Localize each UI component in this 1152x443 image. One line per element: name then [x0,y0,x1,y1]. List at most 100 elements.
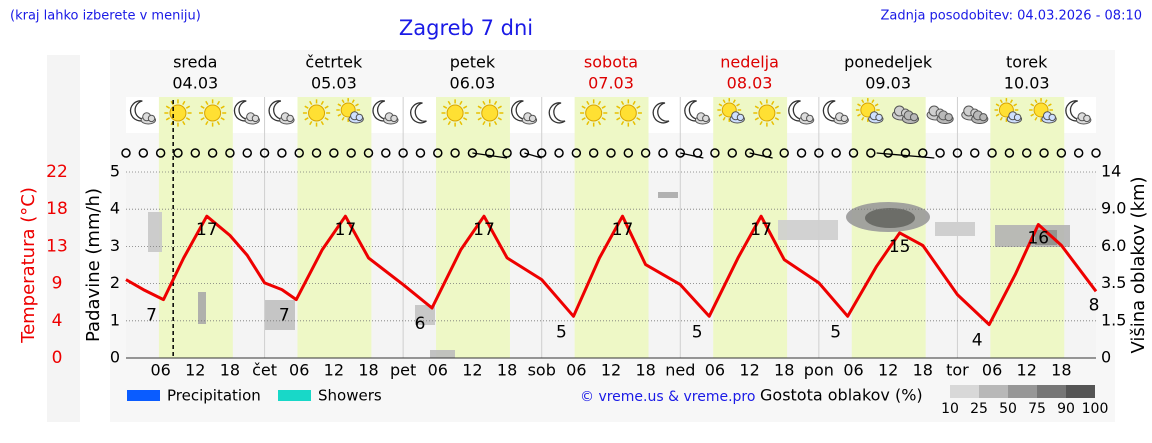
weather-icon [129,100,157,125]
wind-calm [1073,148,1084,158]
wind-calm [121,148,131,158]
x-tick-label: 12 [324,361,344,380]
sun-ray [1013,103,1018,107]
sun-ray [1034,99,1038,104]
day-name: sobota [584,53,638,72]
title: Zagreb 7 dni [399,16,533,40]
sun-ray [216,100,221,106]
x-tick-label: 18 [220,361,240,380]
x-tick-label: tor [946,361,969,380]
sun-ray [185,117,191,121]
cloud [286,114,294,123]
sun-ray [341,99,345,104]
wind-calm [173,148,183,158]
cloud [979,113,988,122]
day-name: petek [450,53,496,72]
sun-ray [871,99,875,104]
day-date: 07.03 [588,74,634,93]
wind-calm [277,148,287,158]
day-date: 08.03 [727,74,773,93]
updated: Zadnja posodobitev: 04.03.2026 - 08:10 [880,9,1142,24]
density-tick-label: 50 [999,401,1017,417]
cloud [1013,113,1022,122]
wind-calm [848,148,859,158]
sun-ray [216,120,221,126]
sun [169,104,187,122]
day-date: 05.03 [311,74,357,93]
x-tick-label: 06 [705,361,725,380]
moon [410,102,427,124]
sun-ray [754,105,759,109]
temperature-label: 17 [473,220,495,240]
cloud [147,114,156,123]
sun-ray [200,117,205,121]
wind-calm [450,148,460,158]
sun [481,104,499,122]
sun-ray [759,120,763,126]
x-tick-label: sob [528,361,556,380]
cloud [355,113,364,122]
wind-calm [883,148,893,158]
x-tick-label: 06 [982,361,1002,380]
wind-calm [1039,148,1049,158]
wind-calm [1091,148,1101,158]
moon [652,102,670,124]
sun-ray [324,117,329,121]
y2-tick-label: 1.5 [1101,310,1126,329]
sun-ray [220,117,225,121]
density-swatch [979,385,1008,398]
weather-icon [410,102,427,124]
cloud [840,114,849,123]
temperature-label: 6 [415,314,426,334]
weather-icon [994,98,1023,124]
x-tick-label: 18 [1051,361,1071,380]
day-name: sreda [173,53,217,72]
wind-calm [779,148,789,158]
sun-ray [320,100,324,106]
x-tick-label: pon [804,361,834,380]
legend-swatch [278,390,311,401]
wind-calm [744,148,755,158]
sun-ray [1009,99,1013,104]
x-tick-label: 06 [843,361,863,380]
x-tick-label: 18 [497,361,517,380]
sun-ray [304,105,309,109]
wind-calm [952,148,963,158]
wind-barb [472,152,508,159]
sun-ray [165,117,171,121]
sun-ray [493,100,498,106]
daylight-band [297,97,372,358]
temperature-tick-label: 18 [46,199,68,219]
sun-ray [309,120,313,126]
weather-icon [961,105,989,124]
weather-icon [891,105,920,124]
sun-ray [497,105,502,109]
density-tick-label: 25 [970,401,988,417]
x-tick-label: 18 [635,361,655,380]
wind-calm [519,148,530,158]
sun-ray [718,113,723,117]
sun-ray [718,103,723,107]
sun-ray [620,120,625,126]
sun-ray [447,100,451,106]
y-axis-title: Padavine (mm/h) [83,188,104,342]
temperature-tick-label: 4 [52,311,63,331]
wind-barb [524,152,542,159]
sun-ray [771,120,775,126]
weather-icon [753,99,781,127]
weather-icon [1029,98,1057,124]
temperature-tick-label: 22 [46,162,68,182]
wind-calm [381,148,391,158]
wind-calm [363,148,374,158]
x-tick-label: 12 [462,361,482,380]
sun-ray [636,117,641,121]
sun-ray [337,113,342,117]
wind-calm [225,148,235,158]
x-tick-label: 06 [566,361,586,380]
wind-calm [727,148,737,158]
moon [548,102,566,124]
weather-icon [614,99,642,127]
cloud [909,113,919,122]
x-tick-label: 06 [428,361,448,380]
daylight-band [436,97,510,358]
